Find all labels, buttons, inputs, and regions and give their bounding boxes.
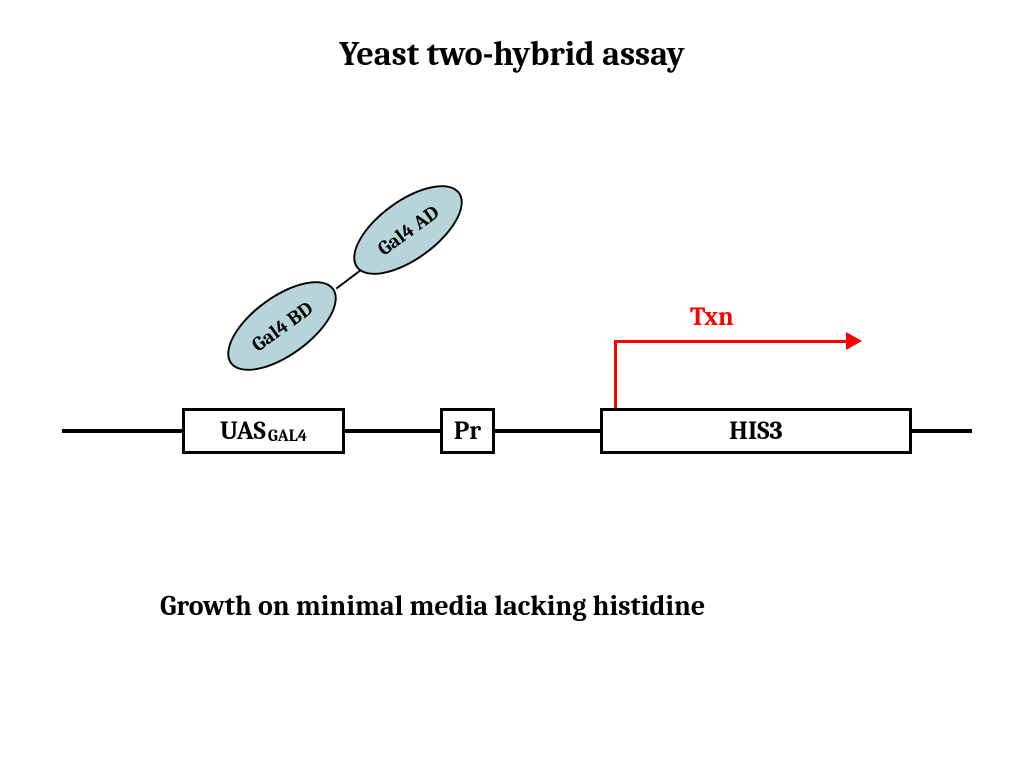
uas-box: UAS GAL4 — [182, 408, 345, 454]
promoter-box: Pr — [440, 408, 495, 454]
txn-arrow-head — [846, 332, 862, 350]
dna-segment-4 — [912, 429, 972, 433]
diagram-stage: Yeast two-hybrid assay UAS GAL4 Pr HIS3 … — [0, 0, 1024, 768]
uas-label-main: UAS — [220, 416, 266, 446]
his3-box: HIS3 — [600, 408, 912, 454]
txn-arrow-vertical — [614, 340, 617, 408]
dna-segment-3 — [495, 429, 600, 433]
txn-arrow-horizontal — [614, 340, 848, 343]
dna-segment-2 — [345, 429, 440, 433]
txn-label: Txn — [690, 302, 734, 332]
dna-segment-1 — [62, 429, 182, 433]
uas-label-sub: GAL4 — [268, 427, 307, 446]
gal4-connector — [336, 269, 363, 290]
diagram-title: Yeast two-hybrid assay — [0, 34, 1024, 74]
diagram-caption: Growth on minimal media lacking histidin… — [160, 590, 705, 622]
gal4-ad-ellipse: Gal4 AD — [339, 168, 478, 292]
gal4-bd-ellipse: Gal4 BD — [213, 264, 352, 388]
